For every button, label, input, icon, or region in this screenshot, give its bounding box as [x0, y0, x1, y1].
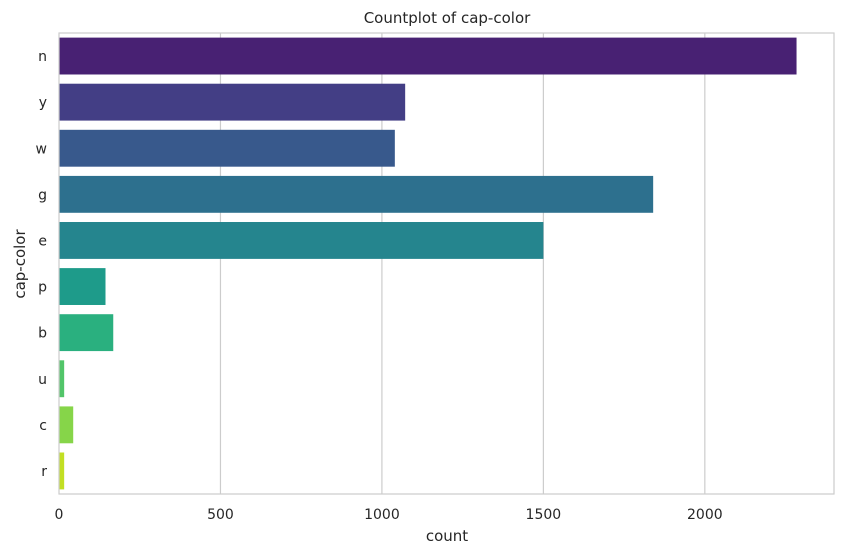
y-tick-label: g [38, 187, 47, 203]
x-axis-label: count [426, 527, 468, 545]
x-tick-label: 2000 [687, 507, 723, 523]
chart-title: Countplot of cap-color [364, 9, 531, 27]
x-tick-label: 1500 [526, 507, 562, 523]
x-tick-label: 1000 [364, 507, 400, 523]
y-tick-label: w [36, 141, 47, 157]
bar-u [59, 360, 65, 398]
y-tick-label: n [38, 49, 47, 65]
x-tick-label: 0 [55, 507, 64, 523]
y-ticks: n y w g e p b u c r [36, 49, 48, 480]
x-tick-label: 500 [207, 507, 234, 523]
y-tick-label: c [39, 418, 47, 434]
y-tick-label: u [38, 372, 47, 388]
bars [59, 37, 797, 490]
bar-g [59, 175, 654, 213]
y-axis-label: cap-color [11, 229, 29, 299]
bar-e [59, 222, 544, 259]
y-tick-label: e [38, 233, 47, 249]
bar-p [59, 268, 106, 305]
bar-y [59, 83, 406, 121]
y-tick-label: p [38, 280, 47, 296]
plot-frame [58, 32, 835, 495]
bar-r [59, 452, 65, 490]
y-tick-label: r [41, 464, 47, 480]
bar-b [59, 314, 114, 352]
bar-n [59, 37, 797, 75]
x-ticks: 0 500 1000 1500 2000 [55, 507, 723, 523]
bar-c [59, 406, 74, 444]
y-tick-label: b [38, 326, 47, 342]
y-tick-label: y [39, 95, 47, 111]
bar-w [59, 129, 395, 167]
